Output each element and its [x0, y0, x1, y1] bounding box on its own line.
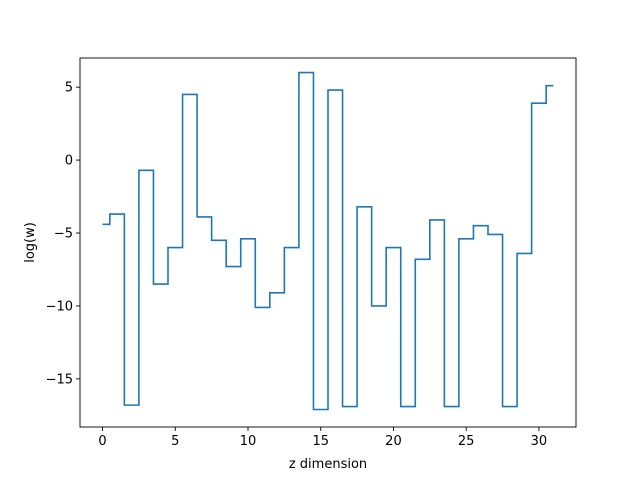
x-tick-label: 25 [458, 434, 475, 449]
y-tick-label: 0 [65, 154, 73, 169]
y-tick-label: −5 [54, 227, 73, 242]
series-line-0 [102, 71, 554, 411]
x-tick-label: 15 [312, 434, 329, 449]
series-layer [102, 71, 554, 411]
y-axis-label: log(w) [23, 222, 38, 263]
x-tick-label: 20 [385, 434, 402, 449]
x-tick-label: 30 [531, 434, 548, 449]
y-tick-label: −10 [46, 299, 73, 314]
y-tick-label: 5 [65, 81, 73, 96]
tick-layer: 0 5 10 15 20 25 30 5 0 −5 −10 −15 [46, 81, 548, 449]
x-axis-label: z dimension [289, 457, 367, 472]
x-tick-label: 5 [171, 434, 179, 449]
x-tick-label: 10 [240, 434, 257, 449]
x-tick-label: 0 [98, 434, 106, 449]
y-tick-label: −15 [46, 372, 73, 387]
plot-frame [79, 57, 577, 428]
